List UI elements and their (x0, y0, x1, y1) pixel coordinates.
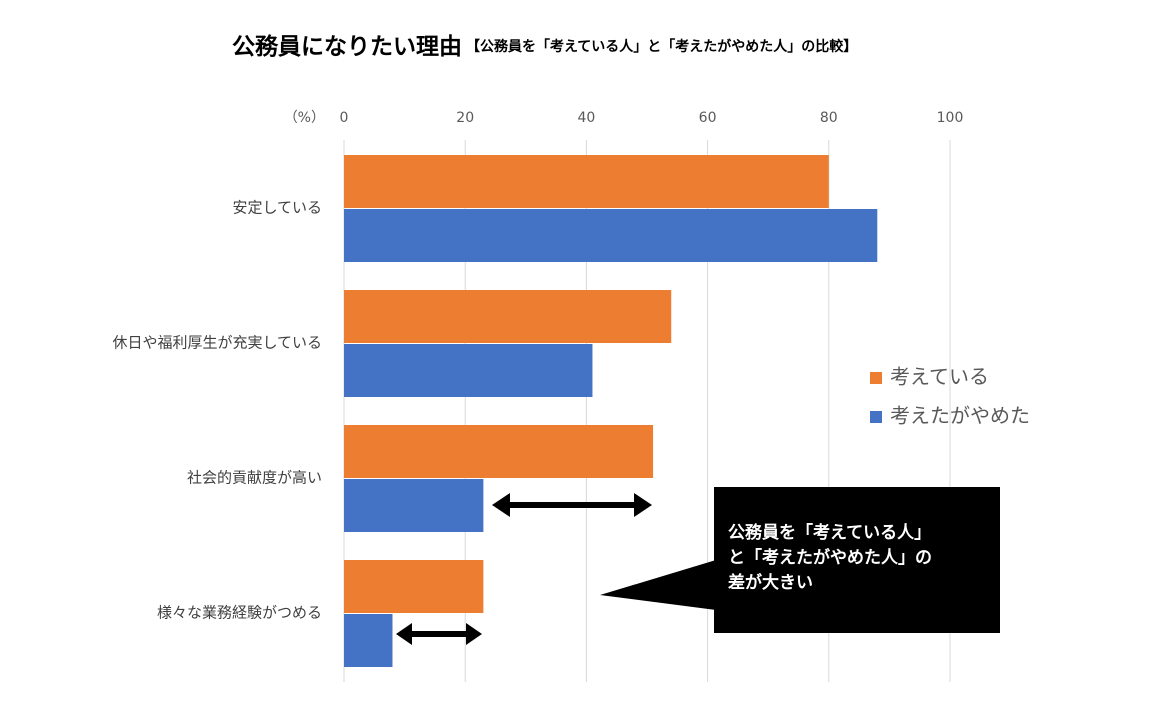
bar (344, 290, 672, 343)
callout-box (714, 487, 1000, 633)
x-tick-label: 80 (820, 110, 838, 126)
arrow-head (466, 623, 482, 645)
y-tick-label: 安定している (232, 199, 322, 217)
chart-title: 公務員になりたい理由 (232, 33, 462, 60)
callout: 公務員を「考えている人」 と「考えたがやめた人」の 差が大きい (600, 487, 1000, 633)
arrow-head (634, 493, 652, 517)
legend-swatch (870, 372, 882, 384)
bar (344, 155, 829, 208)
callout-text: と「考えたがやめた人」の (728, 547, 932, 568)
difference-arrows (396, 493, 652, 645)
bar (344, 560, 484, 613)
x-tick-label: 60 (699, 110, 717, 126)
callout-text: 公務員を「考えている人」 (728, 522, 931, 543)
y-tick-label: 休日や福利厚生が充実している (112, 334, 322, 352)
chart-title-group: 公務員になりたい理由 【公務員を「考えている人」と「考えたがやめた人」の比較】 (232, 33, 857, 60)
bar (344, 209, 878, 262)
bar (344, 479, 484, 532)
chart-subtitle: 【公務員を「考えている人」と「考えたがやめた人」の比較】 (466, 38, 857, 55)
bar (344, 344, 593, 397)
arrow-head (396, 623, 412, 645)
axis-unit: （%） (284, 110, 325, 126)
y-tick-label: 様々な業務経験がつめる (157, 604, 322, 622)
x-tick-label: 20 (456, 110, 474, 126)
y-tick-label: 社会的貢献度が高い (187, 469, 322, 487)
x-tick-label: 0 (340, 110, 349, 126)
bar (344, 614, 393, 667)
callout-pointer (600, 560, 716, 610)
x-tick-label: 40 (577, 110, 595, 126)
legend-swatch (870, 411, 882, 423)
legend-label: 考えたがやめた (890, 404, 1030, 428)
legend-label: 考えている (890, 365, 989, 389)
callout-text: 差が大きい (728, 572, 813, 593)
bar (344, 425, 654, 478)
arrow-head (492, 493, 510, 517)
x-tick-label: 100 (937, 110, 964, 126)
